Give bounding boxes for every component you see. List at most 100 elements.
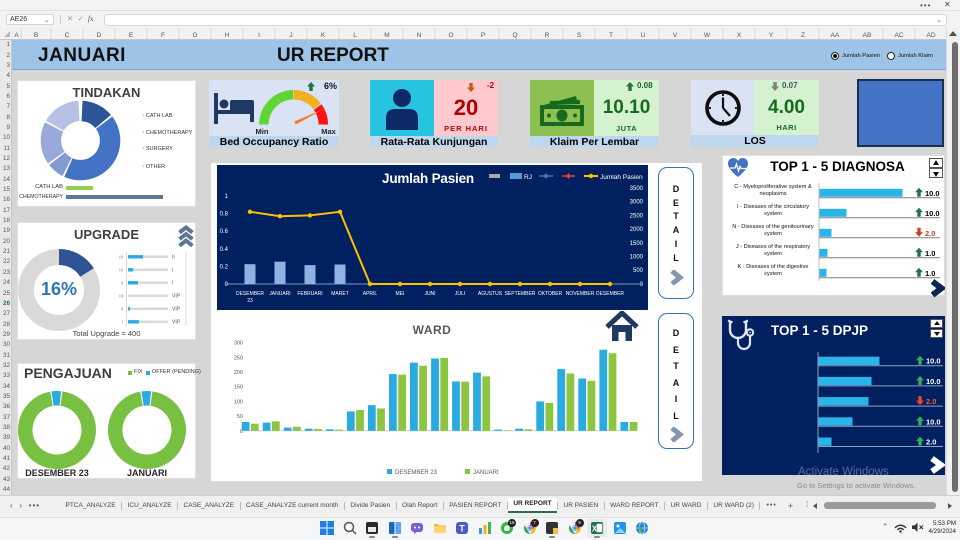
svg-text:1000: 1000 xyxy=(630,255,644,261)
svg-text:10.0: 10.0 xyxy=(926,357,941,366)
svg-text:150: 150 xyxy=(234,385,243,391)
svg-text:NOVEMBER: NOVEMBER xyxy=(566,291,595,297)
svg-text:G: G xyxy=(192,32,197,39)
svg-text:D: D xyxy=(97,32,102,39)
svg-text:2500: 2500 xyxy=(630,213,644,219)
svg-text:AC: AC xyxy=(894,32,903,39)
svg-text:I: I xyxy=(258,32,260,39)
svg-text:VIP: VIP xyxy=(172,320,181,326)
svg-text:O: O xyxy=(448,32,453,39)
svg-text:WARD: WARD xyxy=(413,323,452,337)
svg-text:neoplasms: neoplasms xyxy=(759,191,786,197)
svg-text:AA: AA xyxy=(831,32,840,39)
svg-text:10.0: 10.0 xyxy=(926,377,941,386)
svg-text:MARET: MARET xyxy=(331,291,349,297)
svg-text:1.0: 1.0 xyxy=(925,249,935,258)
svg-text:C: C xyxy=(65,32,70,39)
svg-text:II: II xyxy=(172,255,175,261)
svg-text:VIP: VIP xyxy=(172,307,181,313)
svg-text:DESEMBER: DESEMBER xyxy=(236,291,264,297)
svg-text:I - Diseases of the circulator: I - Diseases of the circulatory xyxy=(737,204,809,210)
svg-text:M: M xyxy=(384,32,389,39)
svg-text:SEPTEMBER: SEPTEMBER xyxy=(505,291,536,297)
svg-text:II: II xyxy=(120,281,123,286)
svg-text:1.0: 1.0 xyxy=(925,269,935,278)
svg-text:R: R xyxy=(545,32,550,39)
svg-text:500: 500 xyxy=(633,268,644,274)
svg-text:JULI: JULI xyxy=(455,291,465,297)
svg-text:100: 100 xyxy=(234,399,243,405)
svg-text:FEBRUARI: FEBRUARI xyxy=(297,291,322,297)
svg-text:Jumlah Pasien: Jumlah Pasien xyxy=(382,171,474,186)
svg-text:III: III xyxy=(119,294,123,299)
svg-text:JANUARI: JANUARI xyxy=(269,291,290,297)
svg-text:T: T xyxy=(609,32,613,39)
svg-text:system: system xyxy=(764,251,782,257)
svg-text:I: I xyxy=(172,268,173,274)
svg-text:J - Diseases of the respirator: J - Diseases of the respiratory xyxy=(736,244,811,250)
svg-text:N: N xyxy=(417,32,422,39)
svg-text:2.0: 2.0 xyxy=(926,438,936,447)
svg-text:1: 1 xyxy=(225,194,229,200)
svg-text:X: X xyxy=(737,32,742,39)
svg-text:200: 200 xyxy=(234,370,243,376)
svg-text:2.0: 2.0 xyxy=(926,397,936,406)
svg-text:3500: 3500 xyxy=(630,186,644,192)
svg-text:system: system xyxy=(764,231,782,237)
svg-text:23: 23 xyxy=(247,298,253,304)
svg-text:AGUSTUS: AGUSTUS xyxy=(478,291,503,297)
svg-text:0.4: 0.4 xyxy=(220,247,229,253)
svg-text:0: 0 xyxy=(225,282,229,288)
svg-text:0: 0 xyxy=(640,282,644,288)
svg-text:K - Diseases of the digestive: K - Diseases of the digestive xyxy=(738,264,809,270)
svg-text:U: U xyxy=(641,32,646,39)
svg-text:C - Myeloproliferative system: C - Myeloproliferative system & xyxy=(734,184,812,190)
svg-text:OKTOBER: OKTOBER xyxy=(538,291,563,297)
svg-text:A: A xyxy=(14,32,19,39)
svg-text:RJ: RJ xyxy=(524,174,532,181)
svg-text:0.8: 0.8 xyxy=(220,212,229,218)
svg-text:T: T xyxy=(459,524,465,534)
svg-text:250: 250 xyxy=(234,355,243,361)
svg-text:S: S xyxy=(577,32,582,39)
svg-text:X: X xyxy=(592,525,598,534)
svg-text:L: L xyxy=(353,32,357,39)
svg-text:JANUARI: JANUARI xyxy=(473,470,499,476)
svg-text:V: V xyxy=(673,32,678,39)
svg-text:AB: AB xyxy=(863,32,872,39)
svg-text:I: I xyxy=(172,281,173,287)
svg-text:VIP: VIP xyxy=(172,294,181,300)
svg-text:F: F xyxy=(161,32,165,39)
svg-text:Max: Max xyxy=(321,127,336,136)
svg-text:system: system xyxy=(764,211,782,217)
svg-text:1500: 1500 xyxy=(630,241,644,247)
svg-text:AD: AD xyxy=(926,32,935,39)
svg-text:Jumlah Pasien: Jumlah Pasien xyxy=(600,174,643,181)
svg-text:W: W xyxy=(704,32,711,39)
svg-text:system: system xyxy=(764,271,782,277)
svg-text:N - Diseases of the genitourin: N - Diseases of the genitourinary xyxy=(732,224,814,230)
svg-text:MEI: MEI xyxy=(396,291,405,297)
svg-text:III: III xyxy=(119,268,123,273)
svg-text:JUNI: JUNI xyxy=(424,291,435,297)
svg-text:Q: Q xyxy=(512,32,517,39)
svg-text:10.0: 10.0 xyxy=(925,209,940,218)
svg-text:DESEMBER 23: DESEMBER 23 xyxy=(395,470,438,476)
svg-text:3000: 3000 xyxy=(630,200,644,206)
svg-text:50: 50 xyxy=(237,414,243,420)
svg-text:300: 300 xyxy=(234,341,243,347)
svg-text:10.0: 10.0 xyxy=(925,189,940,198)
svg-text:B: B xyxy=(34,32,38,39)
svg-text:II: II xyxy=(120,307,123,312)
svg-text:K: K xyxy=(321,32,326,39)
svg-text:I: I xyxy=(122,320,123,325)
svg-text:H: H xyxy=(225,32,230,39)
svg-text:E: E xyxy=(129,32,134,39)
svg-text:DESEMBER: DESEMBER xyxy=(596,291,624,297)
svg-text:Min: Min xyxy=(256,127,269,136)
svg-text:Y: Y xyxy=(769,32,774,39)
svg-text:Z: Z xyxy=(801,32,805,39)
svg-text:APRIL: APRIL xyxy=(363,291,378,297)
svg-text:0: 0 xyxy=(240,429,243,435)
svg-text:P: P xyxy=(481,32,485,39)
